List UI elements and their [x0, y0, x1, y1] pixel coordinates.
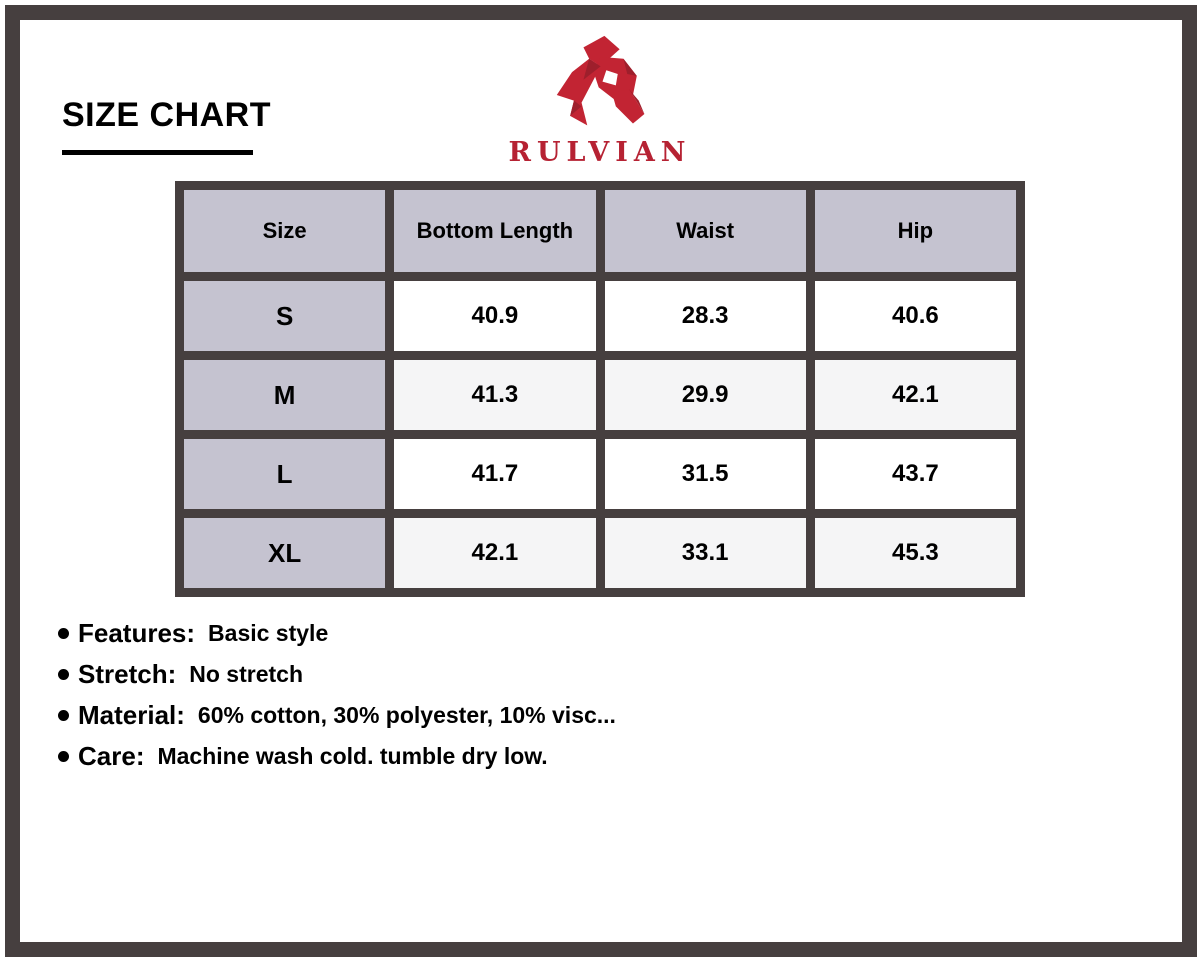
bullet-icon	[58, 751, 69, 762]
detail-value: 60% cotton, 30% polyester, 10% visc...	[197, 702, 616, 728]
detail-item-care: Care: Machine wash cold. tumble dry low.	[58, 741, 616, 771]
table-row-xl: XL 42.1 33.1 45.3	[174, 509, 1026, 597]
size-cell: M	[174, 351, 395, 439]
detail-value: No stretch	[189, 661, 303, 687]
table-row-s: S 40.9 28.3 40.6	[174, 272, 1026, 360]
detail-item-stretch: Stretch: No stretch	[58, 659, 616, 689]
waist-cell: 28.3	[595, 272, 815, 360]
brand-name: RULVIAN	[508, 137, 692, 168]
details-list: Features: Basic style Stretch: No stretc…	[58, 618, 616, 784]
detail-label: Care:	[78, 741, 145, 771]
hip-cell: 45.3	[805, 509, 1026, 597]
detail-label: Features:	[78, 618, 196, 648]
bottom-length-cell: 41.7	[385, 430, 605, 518]
bottom-length-cell: 42.1	[385, 509, 605, 597]
size-cell: XL	[174, 509, 395, 597]
hip-cell: 40.6	[805, 272, 1026, 360]
header-cell-hip: Hip	[805, 181, 1026, 281]
detail-item-features: Features: Basic style	[58, 618, 616, 648]
title-underline	[62, 150, 253, 155]
table-row-m: M 41.3 29.9 42.1	[174, 351, 1026, 439]
detail-value: Basic style	[208, 620, 329, 646]
header-cell-waist: Waist	[595, 181, 815, 281]
bullet-icon	[58, 710, 69, 721]
bullet-icon	[58, 669, 69, 680]
table-row-l: L 41.7 31.5 43.7	[174, 430, 1026, 518]
bullet-icon	[58, 628, 69, 639]
hip-cell: 43.7	[805, 430, 1026, 518]
waist-cell: 33.1	[595, 509, 815, 597]
header-cell-size: Size	[174, 181, 395, 281]
waist-cell: 31.5	[595, 430, 815, 518]
brand-logo-icon	[545, 34, 660, 134]
detail-item-material: Material: 60% cotton, 30% polyester, 10%…	[58, 700, 616, 730]
bottom-length-cell: 40.9	[385, 272, 605, 360]
size-cell: S	[174, 272, 395, 360]
detail-value: Machine wash cold. tumble dry low.	[157, 743, 548, 769]
detail-label: Material:	[78, 700, 185, 730]
header-cell-bottom-length: Bottom Length	[385, 181, 605, 281]
size-chart-table: Size Bottom Length Waist Hip S 40.9 28.3…	[174, 181, 1026, 597]
size-cell: L	[174, 430, 395, 518]
waist-cell: 29.9	[595, 351, 815, 439]
detail-label: Stretch:	[78, 659, 177, 689]
header-row: Size Bottom Length Waist Hip	[174, 181, 1026, 281]
page-title: SIZE CHART	[62, 96, 271, 134]
hip-cell: 42.1	[805, 351, 1026, 439]
bottom-length-cell: 41.3	[385, 351, 605, 439]
